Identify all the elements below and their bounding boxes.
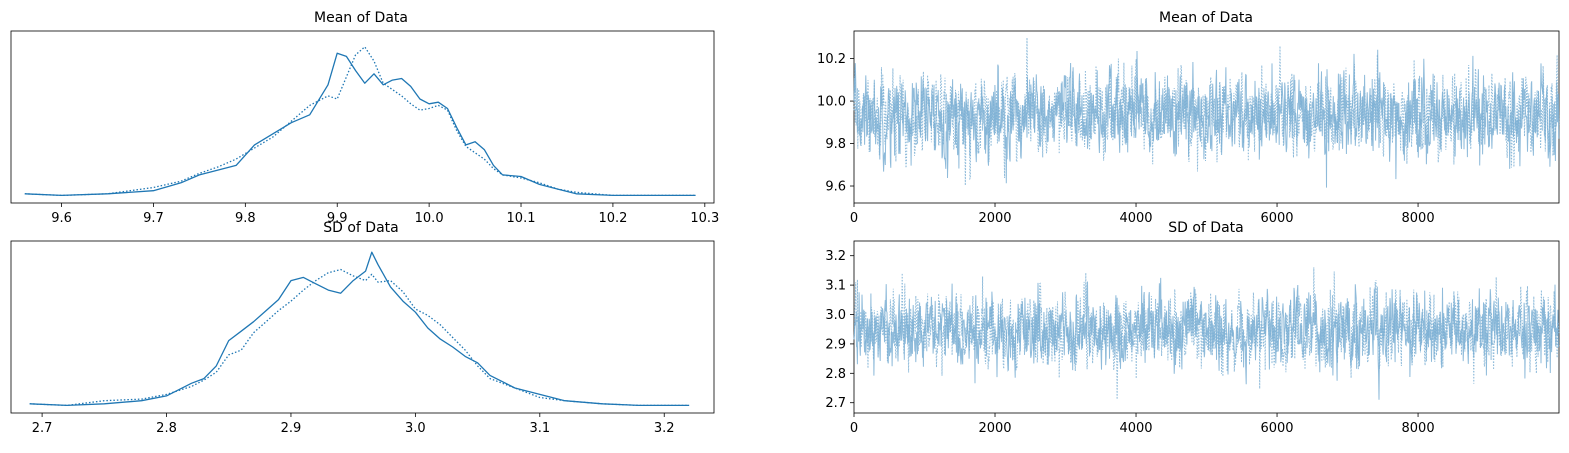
x-tick-label: 4000	[1119, 421, 1152, 436]
trace-chain-1-line	[853, 277, 1560, 400]
x-tick-label: 2.7	[32, 421, 53, 436]
x-tick-label: 4000	[1119, 211, 1152, 226]
x-tick-label: 6000	[1260, 211, 1293, 226]
axes-frame	[10, 240, 715, 414]
kde-chain-1-line	[24, 52, 696, 197]
kde-sd-panel: 2.7 2.8 2.9 3.0 3.1 3.2 SD of Data	[10, 220, 715, 436]
kde-sd-title: SD of Data	[323, 220, 399, 236]
y-tick-label: 2.9	[825, 337, 846, 352]
trace-sd-title: SD of Data	[1168, 220, 1244, 236]
x-tick-label: 8000	[1402, 211, 1435, 226]
y-tick-label: 3.1	[825, 279, 846, 294]
trace-chain-2-line	[853, 267, 1560, 400]
kde-mean-title: Mean of Data	[314, 10, 408, 26]
trace-mean-title: Mean of Data	[1159, 10, 1253, 26]
x-tick-label: 10.3	[690, 211, 719, 226]
kde-mean-panel: 9.6 9.7 9.8 9.9 10.0 10.1 10.2 10.3 Mean of Data	[10, 10, 719, 226]
axes-frame	[10, 30, 715, 204]
x-tick-label: 9.9	[327, 211, 348, 226]
y-tick-label: 2.8	[825, 367, 846, 382]
x-tick-label: 9.8	[235, 211, 256, 226]
y-tick-label: 9.6	[825, 180, 846, 195]
x-tick-label: 10.2	[598, 211, 627, 226]
y-tick-label: 3.0	[825, 308, 846, 323]
x-tick-label: 2000	[978, 421, 1011, 436]
x-tick-label: 6000	[1260, 421, 1293, 436]
x-tick-label: 0	[850, 211, 858, 226]
x-tick-label: 10.0	[415, 211, 444, 226]
x-tick-label: 3.1	[529, 421, 550, 436]
y-tick-label: 9.8	[825, 137, 846, 152]
x-tick-label: 8000	[1402, 421, 1435, 436]
x-tick-label: 2000	[978, 211, 1011, 226]
y-tick-label: 10.0	[817, 95, 846, 110]
x-tick-label: 10.1	[507, 211, 536, 226]
x-tick-label: 2.9	[281, 421, 302, 436]
x-tick-label: 3.2	[654, 421, 675, 436]
y-tick-label: 10.2	[817, 52, 846, 67]
x-tick-label: 9.7	[143, 211, 164, 226]
trace-mean-panel: 0 2000 4000 6000 8000 9.6 9.8 10.0 10.2 Mean of D…	[817, 10, 1560, 226]
x-tick-label: 9.6	[51, 211, 72, 226]
trace-sd-panel: 0 2000 4000 6000 8000 2.7 2.8 2.9 3.0 3.1 3.2 SD of…	[825, 220, 1560, 436]
y-tick-label: 2.7	[825, 396, 846, 411]
x-tick-label: 3.0	[405, 421, 426, 436]
x-tick-label: 2.8	[156, 421, 177, 436]
kde-chain-2-line	[29, 268, 690, 407]
kde-chain-1-line	[29, 251, 690, 407]
kde-chain-2-line	[24, 46, 696, 197]
trace-chain-2-line	[853, 37, 1560, 186]
y-tick-label: 3.2	[825, 249, 846, 264]
x-tick-label: 0	[850, 421, 858, 436]
